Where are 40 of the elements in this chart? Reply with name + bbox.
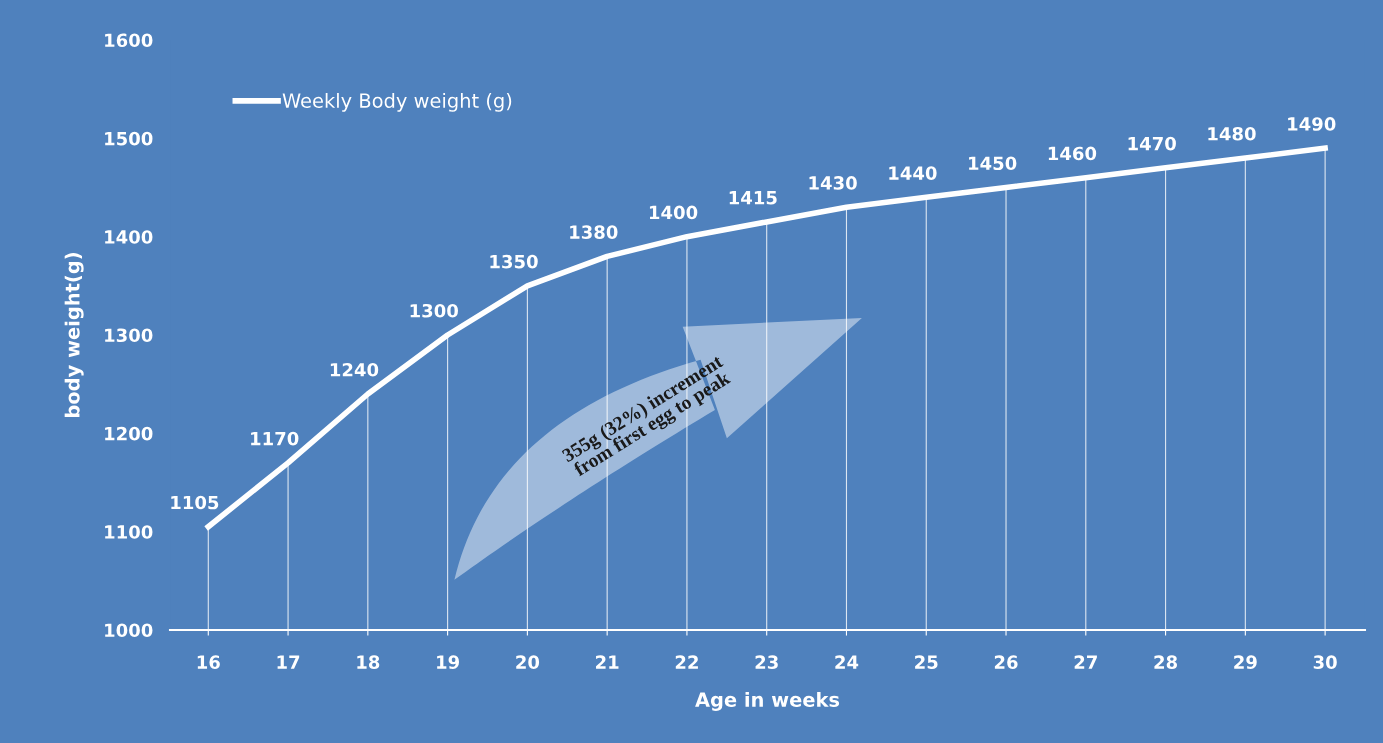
y-axis-title: body weight(g) (64, 253, 84, 417)
data-label: 1490 (1288, 117, 1336, 131)
data-label: 1105 (171, 495, 219, 510)
data-label: 1380 (570, 225, 618, 239)
y-tick-label: 1000 (105, 623, 153, 638)
y-tick-label: 1300 (105, 328, 153, 343)
data-label: 1300 (410, 303, 458, 318)
data-label: 1170 (251, 431, 299, 446)
data-label: 1480 (1208, 126, 1256, 141)
data-label: 1440 (889, 166, 937, 180)
legend-label: Weekly Body weight (g) (282, 92, 512, 112)
x-tick-label: 27 (1074, 655, 1097, 669)
x-tick-label: 18 (357, 655, 380, 669)
x-tick-label: 30 (1313, 655, 1337, 669)
x-tick-label: 28 (1154, 655, 1178, 669)
y-tick-label: 1100 (105, 525, 153, 539)
x-axis-title: Age in weeks (695, 691, 840, 711)
y-tick-label: 1500 (105, 131, 153, 146)
data-label: 1460 (1048, 146, 1097, 161)
x-tick-label: 26 (994, 655, 1018, 669)
data-label: 1430 (809, 176, 857, 190)
y-tick-label: 1200 (105, 426, 153, 441)
x-tick-label: 16 (197, 655, 220, 669)
data-label: 1240 (330, 362, 379, 377)
x-tick-label: 29 (1234, 655, 1257, 669)
y-tick-label: 1400 (105, 230, 153, 244)
x-tick-label: 23 (755, 655, 778, 669)
x-tick-label: 19 (437, 655, 460, 669)
x-tick-label: 20 (516, 655, 540, 669)
x-tick-label: 21 (596, 655, 619, 669)
x-tick-label: 17 (277, 655, 300, 669)
data-label: 1415 (729, 191, 777, 205)
data-label: 1400 (649, 205, 698, 220)
x-tick-label: 22 (675, 655, 698, 669)
x-tick-label: 24 (835, 655, 859, 669)
data-label: 1470 (1128, 136, 1176, 151)
data-label: 1350 (490, 254, 538, 269)
y-tick-label: 1600 (105, 33, 153, 48)
x-tick-label: 25 (915, 655, 938, 669)
data-label: 1450 (969, 156, 1017, 171)
